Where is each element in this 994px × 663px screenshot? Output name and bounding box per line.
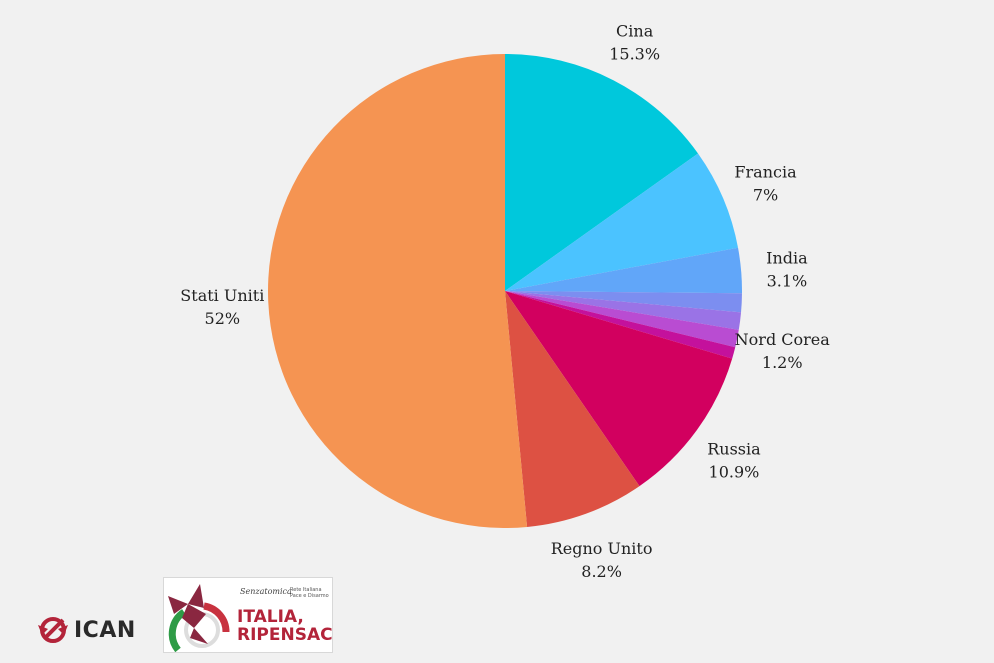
italia-ripensaci-text: ITALIA, RIPENSACI [237,607,333,645]
slice-label: India [766,248,808,267]
ican-logo-text: ICAN [74,617,136,643]
slice-value-label: 52% [205,309,241,328]
slice-label: Russia [707,439,761,458]
slice-label: Cina [616,21,654,40]
pie-slice-russia [505,291,733,487]
pie-slice-francia [505,153,739,291]
senzatomica-text: Senzatomica [240,587,292,596]
slice-value-label: 15.3% [609,44,660,63]
pie-slice-regno-unito [505,291,640,527]
slice-label: Nord Corea [735,330,831,349]
slice-value-label: 1.2% [762,353,803,372]
pie-slice-6 [505,291,736,359]
pie-labels: Cina 15.3% Francia 7% India 3.1% Nord Corea 1.2… [180,21,830,581]
pie-slices [267,54,742,529]
pie-slice-cina [505,54,699,291]
pie-slice-3 [505,291,742,313]
slice-label: Regno Unito [551,539,653,558]
slice-value-label: 8.2% [581,562,622,581]
pie-slice-nord-corea [505,291,739,348]
slice-value-label: 10.9% [709,462,760,481]
ican-logo: ICAN [36,612,136,648]
slice-value-label: 7% [753,185,778,204]
slice-label: Francia [734,162,797,181]
slice-label: Stati Uniti [180,286,264,305]
italia-ripensaci-logo: Senzatomica Rete Italiana Pace e Disarmo… [163,577,333,653]
pie-slice-4 [505,291,742,330]
dove-logo-icon [168,584,230,652]
ican-logo-icon [38,617,68,643]
rete-pace-text: Rete Italiana Pace e Disarmo [290,587,329,599]
pie-slice-india [505,247,742,294]
pie-slice-stati-uniti [267,54,528,529]
slice-value-label: 3.1% [767,271,808,290]
